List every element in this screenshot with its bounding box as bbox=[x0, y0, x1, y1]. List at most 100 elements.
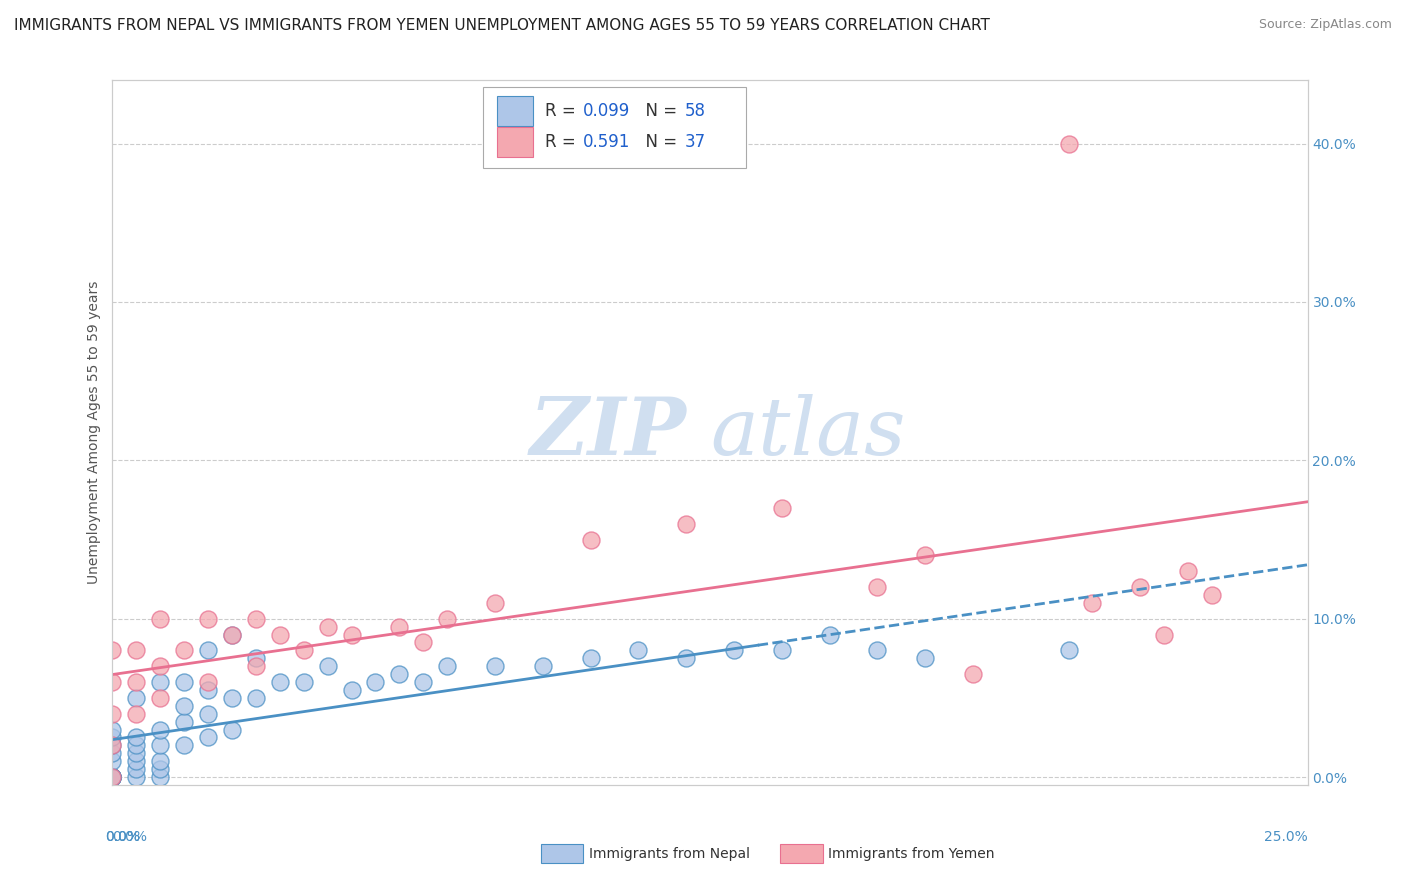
Point bbox=[436, 659, 458, 673]
Point bbox=[1057, 643, 1080, 657]
Point bbox=[125, 762, 148, 776]
Point bbox=[149, 762, 172, 776]
Point bbox=[221, 627, 243, 641]
Point bbox=[388, 667, 411, 681]
Point bbox=[221, 690, 243, 705]
Point bbox=[101, 770, 124, 784]
Point bbox=[149, 659, 172, 673]
Point bbox=[292, 643, 315, 657]
Point bbox=[866, 580, 889, 594]
Point bbox=[149, 770, 172, 784]
Point bbox=[1057, 136, 1080, 151]
Point bbox=[125, 754, 148, 768]
Text: N =: N = bbox=[634, 133, 682, 152]
Point bbox=[866, 643, 889, 657]
Point bbox=[101, 739, 124, 753]
Point bbox=[173, 643, 195, 657]
Point bbox=[531, 659, 554, 673]
Point bbox=[340, 627, 363, 641]
Point bbox=[1177, 564, 1199, 578]
Point bbox=[412, 635, 434, 649]
Text: 0.099: 0.099 bbox=[583, 103, 631, 120]
Point bbox=[101, 770, 124, 784]
Point bbox=[412, 675, 434, 690]
Point bbox=[101, 731, 124, 745]
Point bbox=[149, 739, 172, 753]
Point bbox=[101, 770, 124, 784]
Bar bbox=[498, 96, 533, 126]
Point bbox=[101, 643, 124, 657]
Point bbox=[316, 659, 339, 673]
Point bbox=[101, 723, 124, 737]
Point bbox=[269, 675, 291, 690]
Point bbox=[914, 549, 936, 563]
Point bbox=[770, 500, 793, 515]
Text: 37: 37 bbox=[685, 133, 706, 152]
Text: N =: N = bbox=[634, 103, 682, 120]
Point bbox=[579, 651, 602, 665]
Text: Source: ZipAtlas.com: Source: ZipAtlas.com bbox=[1258, 18, 1392, 31]
Point bbox=[125, 706, 148, 721]
Point bbox=[197, 706, 219, 721]
Point bbox=[197, 675, 219, 690]
Text: atlas: atlas bbox=[710, 394, 905, 471]
Point bbox=[484, 659, 506, 673]
Text: 0.591: 0.591 bbox=[583, 133, 631, 152]
Point bbox=[340, 682, 363, 697]
Point bbox=[197, 612, 219, 626]
Point bbox=[484, 596, 506, 610]
Y-axis label: Unemployment Among Ages 55 to 59 years: Unemployment Among Ages 55 to 59 years bbox=[87, 281, 101, 584]
Point bbox=[149, 675, 172, 690]
Text: 58: 58 bbox=[685, 103, 706, 120]
Point bbox=[245, 612, 267, 626]
Point bbox=[101, 746, 124, 760]
Text: 0.0%: 0.0% bbox=[105, 830, 141, 844]
Text: Immigrants from Yemen: Immigrants from Yemen bbox=[828, 847, 994, 861]
Point bbox=[197, 731, 219, 745]
Point bbox=[723, 643, 745, 657]
Text: R =: R = bbox=[546, 133, 586, 152]
Bar bbox=[498, 128, 533, 157]
Text: 25.0%: 25.0% bbox=[1264, 830, 1308, 844]
Point bbox=[245, 659, 267, 673]
Point bbox=[173, 675, 195, 690]
Point bbox=[1153, 627, 1175, 641]
Point bbox=[125, 731, 148, 745]
Point bbox=[388, 619, 411, 633]
Point bbox=[316, 619, 339, 633]
Point bbox=[292, 675, 315, 690]
Text: 0.0%: 0.0% bbox=[112, 830, 148, 844]
Point bbox=[101, 770, 124, 784]
Point bbox=[149, 723, 172, 737]
Point bbox=[101, 770, 124, 784]
Point bbox=[101, 675, 124, 690]
Point bbox=[197, 682, 219, 697]
Point bbox=[125, 770, 148, 784]
Point bbox=[962, 667, 984, 681]
Point bbox=[125, 746, 148, 760]
Point bbox=[436, 612, 458, 626]
FancyBboxPatch shape bbox=[484, 87, 747, 169]
Point bbox=[149, 754, 172, 768]
Point bbox=[221, 723, 243, 737]
Point bbox=[221, 627, 243, 641]
Point bbox=[675, 516, 697, 531]
Point bbox=[101, 706, 124, 721]
Point bbox=[125, 739, 148, 753]
Point bbox=[770, 643, 793, 657]
Text: 0.0%: 0.0% bbox=[105, 830, 141, 844]
Point bbox=[101, 739, 124, 753]
Point bbox=[149, 690, 172, 705]
Point bbox=[245, 690, 267, 705]
Point bbox=[101, 770, 124, 784]
Text: IMMIGRANTS FROM NEPAL VS IMMIGRANTS FROM YEMEN UNEMPLOYMENT AMONG AGES 55 TO 59 : IMMIGRANTS FROM NEPAL VS IMMIGRANTS FROM… bbox=[14, 18, 990, 33]
Point bbox=[364, 675, 387, 690]
Point bbox=[101, 770, 124, 784]
Point bbox=[197, 643, 219, 657]
Point bbox=[579, 533, 602, 547]
Text: R =: R = bbox=[546, 103, 581, 120]
Point bbox=[1201, 588, 1223, 602]
Point bbox=[125, 675, 148, 690]
Point bbox=[173, 739, 195, 753]
Point bbox=[245, 651, 267, 665]
